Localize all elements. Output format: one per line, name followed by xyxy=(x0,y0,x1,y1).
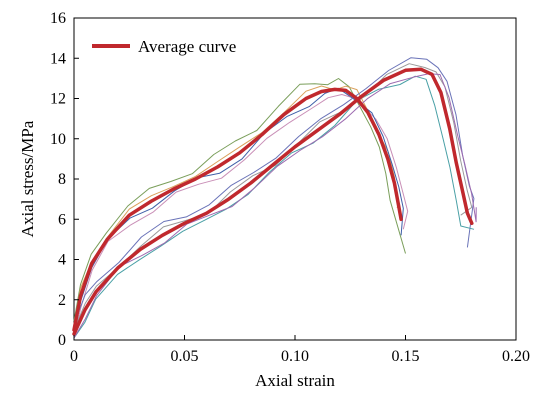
sample-curve xyxy=(73,78,406,321)
sample-curve xyxy=(73,75,475,339)
sample-curve xyxy=(73,94,409,338)
x-axis-ticks: 0 0.05 0.10 0.15 0.20 xyxy=(70,335,530,365)
sample-curve xyxy=(73,57,475,325)
x-axis-label: Axial strain xyxy=(255,371,335,390)
average-curve xyxy=(72,87,403,332)
y-axis-ticks: 0 2 4 6 8 10 12 14 16 xyxy=(50,10,79,349)
y-tick-label: 12 xyxy=(50,91,66,108)
sample-curve xyxy=(73,73,477,339)
x-tick-label: 0.15 xyxy=(392,348,420,365)
average-curve xyxy=(72,67,474,336)
average-curves xyxy=(72,67,474,336)
x-tick-label: 0.10 xyxy=(281,348,309,365)
y-tick-label: 8 xyxy=(58,171,66,188)
y-tick-label: 4 xyxy=(58,252,66,269)
y-tick-label: 2 xyxy=(58,292,66,309)
legend-label-average: Average curve xyxy=(138,37,236,56)
sample-curve xyxy=(73,63,473,331)
y-axis-label: Axial stress/MPa xyxy=(18,120,37,237)
y-tick-label: 10 xyxy=(50,131,66,148)
y-tick-label: 0 xyxy=(58,332,66,349)
x-tick-label: 0 xyxy=(70,348,78,365)
x-tick-label: 0.05 xyxy=(171,348,199,365)
y-tick-label: 6 xyxy=(58,211,66,228)
plot-area xyxy=(73,17,517,341)
legend: Average curve xyxy=(92,37,236,56)
y-tick-label: 16 xyxy=(50,10,66,27)
x-tick-label: 0.20 xyxy=(502,348,530,365)
y-tick-label: 14 xyxy=(50,50,66,67)
